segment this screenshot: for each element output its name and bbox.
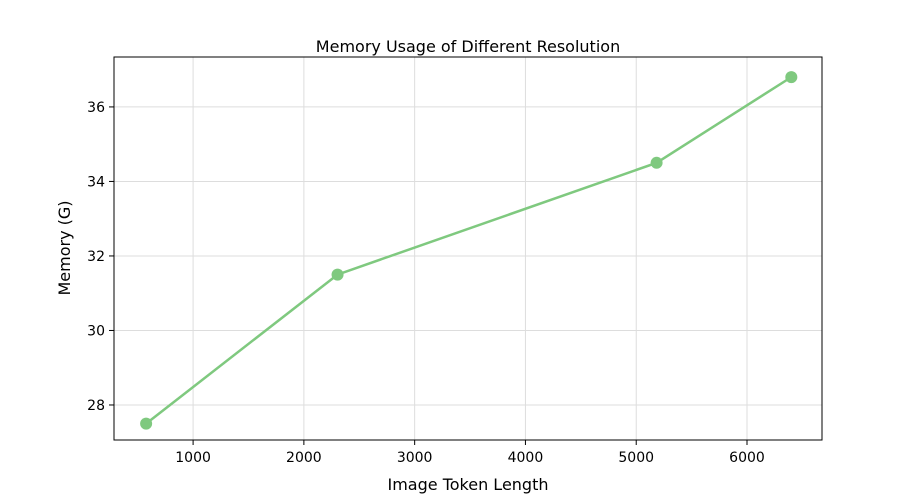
x-tick-label: 5000 [618,450,654,466]
chart-title: Memory Usage of Different Resolution [316,37,620,56]
x-tick-label: 6000 [729,450,765,466]
point [650,156,663,169]
x-tick-label: 4000 [508,450,544,466]
y-tick-label: 30 [87,323,105,339]
x-axis-label: Image Token Length [388,475,549,494]
point [785,71,798,84]
y-tick-label: 36 [87,100,105,116]
x-tick-label: 1000 [175,450,211,466]
y-tick-label: 28 [87,398,105,414]
plot-frame [113,56,823,441]
point [140,417,153,430]
point [331,268,344,281]
x-tick-label: 2000 [286,450,322,466]
x-tick-label: 3000 [397,450,433,466]
y-axis-label: Memory (G) [55,200,74,295]
line [145,76,792,425]
y-tick-label: 34 [87,174,105,190]
y-tick-label: 32 [87,249,105,265]
